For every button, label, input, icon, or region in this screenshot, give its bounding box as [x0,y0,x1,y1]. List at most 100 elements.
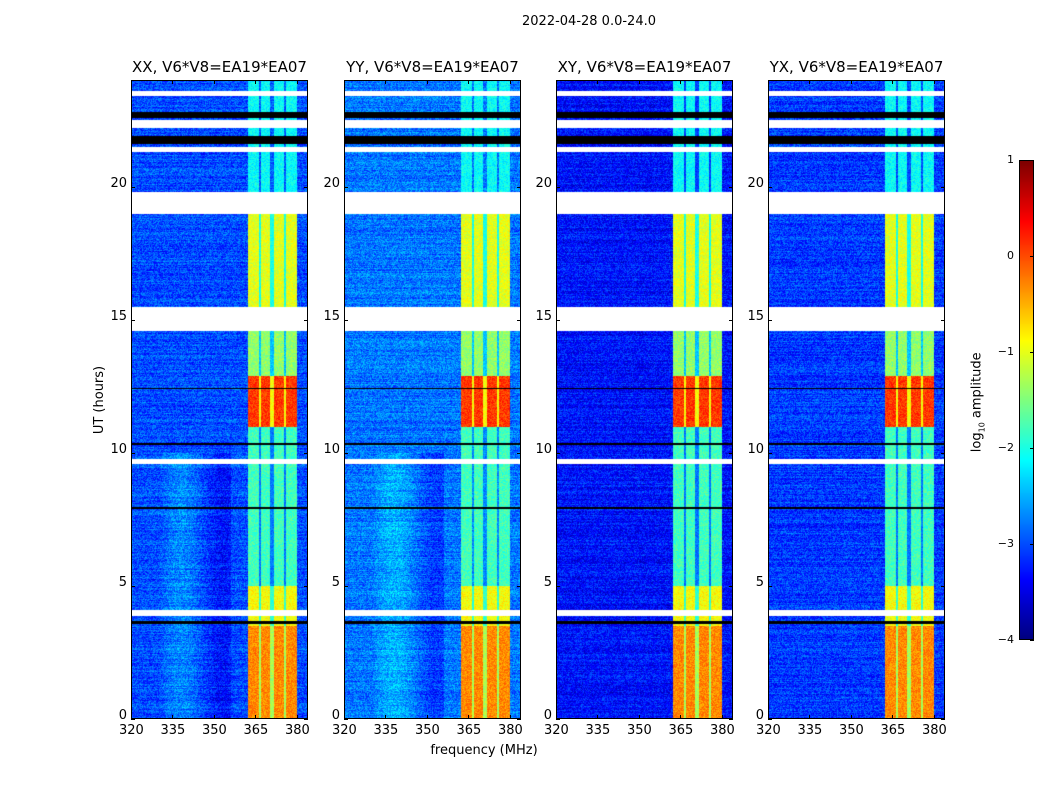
y-tick-mark [941,452,945,454]
y-tick-label: 20 [747,175,764,191]
y-tick-mark [344,719,348,720]
y-tick-mark [768,319,772,321]
y-tick-label: 10 [110,441,127,457]
x-tick-label: 320 [544,723,569,738]
y-tick-mark [131,719,135,720]
y-tick-mark [304,452,308,454]
x-tick-mark [638,715,640,719]
colorbar-tick-mark [1030,544,1034,545]
x-tick-mark [597,715,599,719]
colorbar-tick-label: −2 [997,441,1014,454]
x-tick-mark [296,715,298,719]
x-tick-mark [597,80,599,84]
y-tick-label: 0 [755,708,764,723]
x-tick-mark [172,715,174,719]
y-tick-mark [556,452,560,454]
x-tick-mark [850,715,852,719]
x-tick-mark [933,80,935,84]
y-tick-mark [517,719,521,720]
x-tick-label: 380 [284,723,310,738]
y-tick-label: 20 [110,175,127,191]
x-tick-mark [255,80,257,84]
x-tick-label: 380 [497,723,523,738]
x-tick-mark [768,715,769,719]
colorbar-label-base: log [969,432,985,453]
colorbar-tick-mark [1030,160,1034,161]
x-tick-label: 350 [201,723,227,738]
x-axis-label: frequency (MHz) [430,743,538,758]
x-tick-mark [933,715,935,719]
x-tick-mark [344,715,345,719]
y-tick-mark [556,319,560,321]
y-tick-mark [304,719,308,720]
y-tick-label: 15 [110,308,127,324]
x-tick-mark [809,715,811,719]
y-tick-mark [768,585,772,587]
spectrogram-heatmap [556,80,733,719]
x-tick-mark [172,80,174,84]
y-tick-mark [556,719,560,720]
x-tick-label: 320 [756,723,781,738]
y-tick-mark [729,452,733,454]
colorbar-tick-mark [1030,352,1034,353]
y-tick-mark [729,719,733,720]
x-tick-mark [213,80,215,84]
x-tick-mark [468,80,470,84]
x-tick-mark [721,715,723,719]
y-tick-label: 5 [543,574,552,590]
y-tick-label: 10 [535,441,552,457]
x-tick-mark [680,80,682,84]
y-tick-mark [344,452,348,454]
y-tick-label: 20 [323,175,340,191]
y-tick-mark [729,585,733,587]
x-tick-label: 365 [880,723,906,738]
x-tick-label: 380 [709,723,735,738]
spectrogram-panel: YY, V6*V8=EA19*EA07 320 335 350 365 380 0 5 10 15… [323,58,522,738]
colorbar-label-rest: amplitude [969,352,985,423]
y-tick-label: 0 [543,708,552,723]
y-tick-mark [768,186,772,188]
colorbar-label: log10 amplitude [970,342,991,462]
y-tick-mark [131,452,135,454]
y-tick-mark [941,319,945,321]
x-tick-mark [509,715,511,719]
y-tick-mark [556,585,560,587]
y-tick-mark [941,585,945,587]
y-tick-label: 10 [323,441,340,457]
colorbar-tick-mark [1030,640,1034,641]
colorbar-label-sub: 10 [977,422,987,433]
colorbar-tick-label: −4 [997,633,1014,646]
y-tick-mark [344,186,348,188]
figure-title: 2022-04-28 0.0-24.0 [522,14,656,29]
y-axis-label: UT (hours) [92,365,107,435]
colorbar-tick-label: −3 [997,537,1014,550]
y-tick-label: 15 [747,308,764,324]
x-tick-label: 350 [414,723,440,738]
y-tick-mark [768,452,772,454]
x-tick-mark [426,715,428,719]
colorbar-tick-label: 0 [1007,249,1014,262]
x-tick-label: 350 [626,723,652,738]
x-tick-mark [426,80,428,84]
y-tick-mark [344,319,348,321]
x-tick-mark [213,715,215,719]
colorbar-tick-mark [1030,448,1034,449]
panel-title: XY, V6*V8=EA19*EA07 [557,58,732,76]
colorbar [1019,160,1034,640]
y-tick-mark [768,719,772,720]
x-tick-label: 320 [119,723,144,738]
x-tick-mark [385,80,387,84]
y-tick-mark [131,585,135,587]
x-tick-mark [638,80,640,84]
y-tick-mark [304,186,308,188]
x-tick-label: 350 [838,723,864,738]
panel-title: YX, V6*V8=EA19*EA07 [769,58,944,76]
x-tick-mark [850,80,852,84]
x-tick-label: 335 [373,723,399,738]
x-tick-mark [556,715,557,719]
y-tick-label: 15 [535,308,552,324]
y-tick-mark [304,319,308,321]
y-tick-mark [304,585,308,587]
x-tick-label: 335 [585,723,611,738]
x-tick-mark [680,715,682,719]
